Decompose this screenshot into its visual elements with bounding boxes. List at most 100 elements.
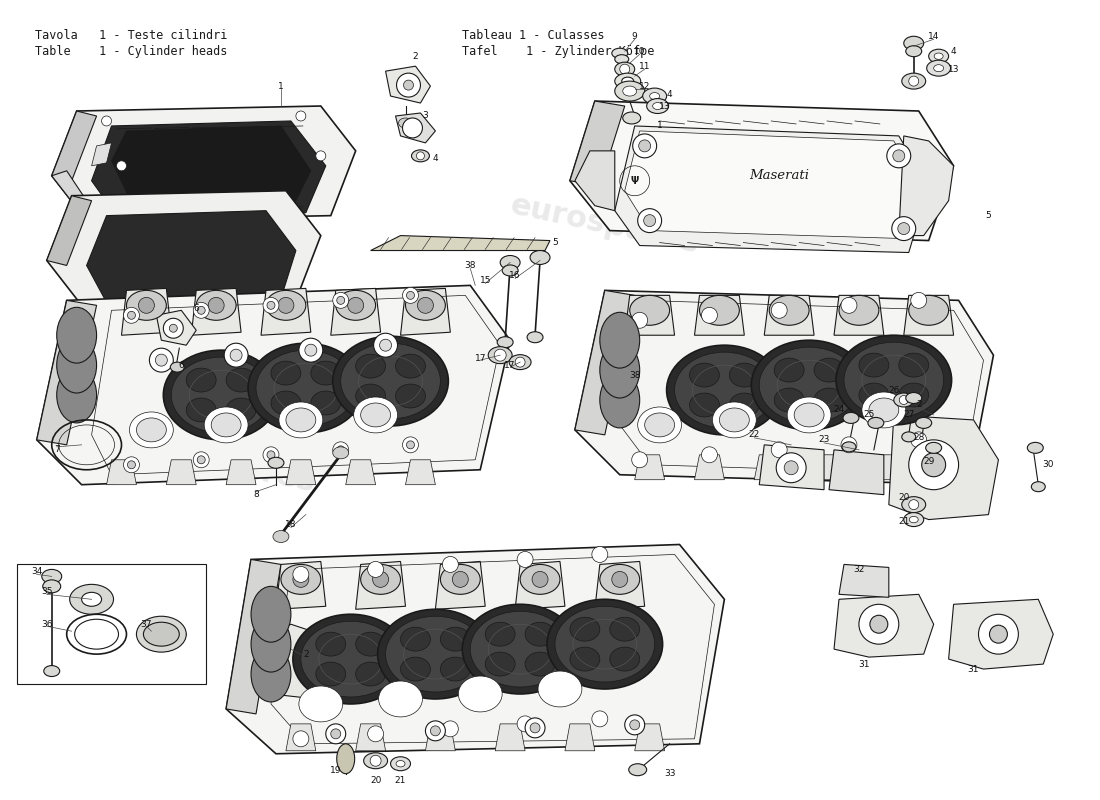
Circle shape	[230, 349, 242, 361]
Ellipse shape	[485, 622, 515, 646]
Ellipse shape	[57, 367, 97, 423]
Ellipse shape	[143, 622, 179, 646]
Polygon shape	[515, 562, 565, 610]
Polygon shape	[107, 460, 136, 485]
Text: 13: 13	[948, 65, 959, 74]
Polygon shape	[286, 724, 316, 750]
Polygon shape	[355, 724, 386, 750]
Polygon shape	[276, 562, 326, 610]
Text: 12: 12	[639, 82, 650, 90]
Circle shape	[418, 298, 433, 314]
Circle shape	[305, 344, 317, 356]
Ellipse shape	[774, 388, 804, 412]
Ellipse shape	[1027, 442, 1043, 454]
Ellipse shape	[904, 513, 924, 526]
Ellipse shape	[843, 413, 859, 423]
Text: 32: 32	[854, 565, 865, 574]
Ellipse shape	[509, 354, 531, 370]
Circle shape	[784, 461, 799, 474]
Circle shape	[859, 604, 899, 644]
Ellipse shape	[520, 565, 560, 594]
Circle shape	[515, 357, 525, 367]
Ellipse shape	[774, 358, 804, 382]
Ellipse shape	[570, 618, 600, 641]
Polygon shape	[575, 290, 635, 435]
Ellipse shape	[600, 342, 640, 398]
Ellipse shape	[227, 368, 256, 392]
Bar	[16, 565, 206, 684]
Text: 13: 13	[659, 102, 670, 110]
Circle shape	[155, 354, 167, 366]
Text: 17: 17	[474, 354, 486, 362]
Ellipse shape	[299, 686, 343, 722]
Ellipse shape	[400, 657, 430, 681]
Circle shape	[316, 151, 326, 161]
Polygon shape	[52, 111, 97, 181]
Ellipse shape	[909, 295, 948, 326]
Ellipse shape	[406, 290, 446, 320]
Ellipse shape	[497, 337, 513, 348]
Polygon shape	[371, 235, 550, 250]
Circle shape	[452, 571, 469, 587]
Polygon shape	[286, 460, 316, 485]
Polygon shape	[873, 455, 904, 480]
Circle shape	[293, 566, 309, 582]
Ellipse shape	[530, 250, 550, 265]
Ellipse shape	[301, 622, 400, 697]
Ellipse shape	[615, 73, 640, 89]
Ellipse shape	[268, 458, 284, 468]
Circle shape	[442, 721, 459, 737]
Ellipse shape	[525, 652, 556, 676]
Ellipse shape	[459, 676, 503, 712]
Text: 38: 38	[629, 370, 640, 379]
Circle shape	[293, 571, 309, 587]
Ellipse shape	[934, 53, 943, 59]
Text: Tafel    1 - Zylinder Köfpe: Tafel 1 - Zylinder Köfpe	[462, 46, 654, 58]
Ellipse shape	[503, 265, 518, 276]
Text: 17: 17	[505, 361, 516, 370]
Text: 28: 28	[913, 434, 924, 442]
Ellipse shape	[862, 392, 905, 428]
Ellipse shape	[915, 418, 932, 429]
Circle shape	[348, 298, 364, 314]
Circle shape	[197, 456, 206, 464]
Text: 1: 1	[657, 122, 662, 130]
Text: 29: 29	[923, 458, 934, 466]
Ellipse shape	[729, 393, 759, 417]
Circle shape	[123, 307, 140, 323]
Polygon shape	[355, 562, 406, 610]
Circle shape	[525, 718, 544, 738]
Polygon shape	[331, 288, 381, 335]
Polygon shape	[47, 196, 91, 266]
Ellipse shape	[623, 112, 640, 124]
Polygon shape	[565, 724, 595, 750]
Ellipse shape	[894, 393, 914, 407]
Ellipse shape	[645, 413, 674, 437]
Text: 19: 19	[330, 766, 341, 775]
Ellipse shape	[629, 295, 670, 326]
Ellipse shape	[251, 646, 290, 702]
Ellipse shape	[279, 402, 322, 438]
Circle shape	[922, 453, 946, 477]
Polygon shape	[834, 295, 883, 335]
Circle shape	[333, 292, 349, 308]
Ellipse shape	[525, 622, 556, 646]
Circle shape	[150, 348, 174, 372]
Text: 34: 34	[31, 567, 43, 576]
Ellipse shape	[729, 363, 759, 387]
Ellipse shape	[905, 46, 922, 57]
Circle shape	[517, 716, 534, 732]
Ellipse shape	[390, 757, 410, 770]
Polygon shape	[575, 151, 615, 210]
Ellipse shape	[69, 584, 113, 614]
Ellipse shape	[440, 565, 481, 594]
Ellipse shape	[398, 118, 412, 128]
Polygon shape	[52, 170, 97, 221]
Text: 3: 3	[422, 111, 428, 121]
Polygon shape	[345, 460, 375, 485]
Ellipse shape	[316, 662, 345, 686]
Polygon shape	[436, 562, 485, 610]
Text: 1: 1	[278, 82, 284, 90]
Polygon shape	[111, 126, 311, 202]
Circle shape	[900, 395, 909, 405]
